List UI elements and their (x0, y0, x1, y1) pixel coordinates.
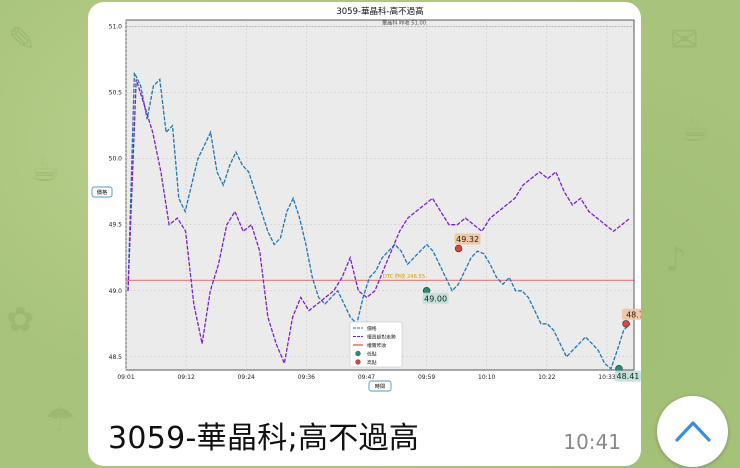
point-label-box (454, 233, 481, 245)
x-tick-label: 10:10 (478, 374, 495, 381)
point-label: 48.7 (626, 310, 641, 319)
x-axis-label: 時間 (375, 383, 385, 390)
y-tick-label: 50.5 (109, 90, 123, 97)
point-label: 49.00 (424, 294, 447, 303)
message-timestamp: 10:41 (563, 430, 621, 454)
point-label-box (614, 370, 641, 382)
x-tick-label: 09:47 (358, 374, 375, 381)
y-tick-label: 49.0 (109, 288, 123, 295)
doodle-icon: ☕ (680, 110, 711, 150)
y-axis-label: 價格 (97, 188, 108, 196)
legend-label: 權買超對走勢 (367, 333, 396, 340)
high-point-marker (454, 244, 463, 253)
legend-box (349, 321, 403, 368)
x-axis-label-box (368, 380, 392, 392)
message-bubble[interactable]: 3059-華晶科-高不過高 48.5 49.0 49.5 50.0 50.5 51.0 09:… (88, 2, 641, 466)
doodle-icon: ☂ (45, 400, 76, 440)
legend-label: 低點 (367, 350, 377, 357)
y-axis-label-box (91, 186, 113, 198)
point-label: 48.41 (616, 372, 639, 381)
doodle-icon: ☕ (30, 150, 61, 190)
legend-label: 權實昨收 (367, 342, 386, 349)
doodle-icon: ✿ (6, 300, 35, 340)
legend-label: 高點 (367, 359, 377, 366)
scroll-to-top-button[interactable] (657, 396, 728, 467)
series-line-price (127, 72, 631, 370)
legend-label: 價格 (367, 325, 377, 332)
plot-area (125, 19, 635, 371)
chart-image[interactable]: 3059-華晶科-高不過高 48.5 49.0 49.5 50.0 50.5 51.0 09:… (88, 2, 641, 397)
x-tick-label: 10:33 (598, 374, 615, 381)
reference-line-label: 華晶科 昨收 51.00 (382, 19, 426, 27)
point-label: 49.32 (456, 235, 479, 244)
x-tick-label: 09:59 (418, 374, 435, 381)
chart-title: 3059-華晶科-高不過高 (336, 6, 423, 17)
doodle-icon: ✎ (8, 20, 37, 60)
chevron-up-icon (675, 421, 711, 442)
x-tick-label: 09:36 (298, 374, 315, 381)
y-tick-label: 49.5 (109, 222, 123, 229)
x-tick-label: 09:01 (117, 374, 134, 381)
point-label-box (422, 292, 449, 304)
stock-chart: 3059-華晶科-高不過高 48.5 49.0 49.5 50.0 50.5 51.0 09:… (91, 6, 641, 392)
y-tick-label: 48.5 (109, 354, 123, 361)
y-tick-label: 51.0 (109, 24, 123, 31)
x-tick-label: 09:12 (177, 374, 194, 381)
series-line-flow (127, 79, 631, 366)
legend-swatch (355, 359, 361, 365)
high-point-marker (622, 320, 630, 328)
doodle-icon: ♪ (665, 240, 687, 280)
message-caption: 3059-華晶科;高不過高 (108, 421, 420, 456)
point-label-box (622, 308, 641, 320)
y-tick-label: 50.0 (109, 156, 123, 163)
x-tick-label: 10:22 (538, 374, 555, 381)
doodle-icon: ✉ (670, 20, 699, 60)
x-tick-label: 09:24 (238, 374, 255, 381)
legend-swatch (355, 350, 361, 357)
reference-line-label: DTC 昨收 246.55 (383, 272, 425, 280)
